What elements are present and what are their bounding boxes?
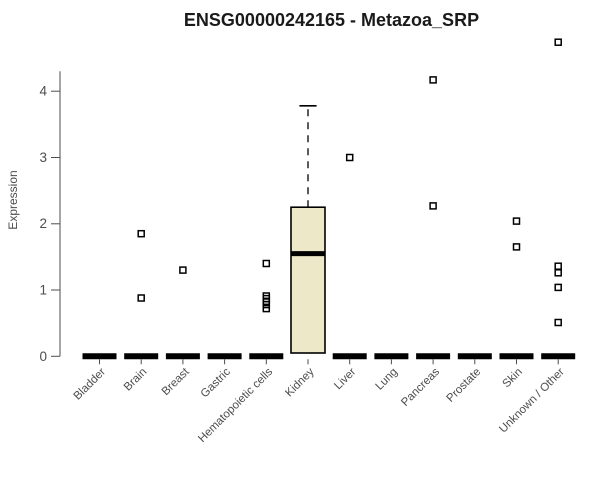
svg-text:3: 3 xyxy=(39,150,47,165)
svg-text:4: 4 xyxy=(39,84,47,99)
svg-text:2: 2 xyxy=(39,216,47,231)
svg-text:0: 0 xyxy=(39,349,47,364)
svg-text:1: 1 xyxy=(39,283,47,298)
